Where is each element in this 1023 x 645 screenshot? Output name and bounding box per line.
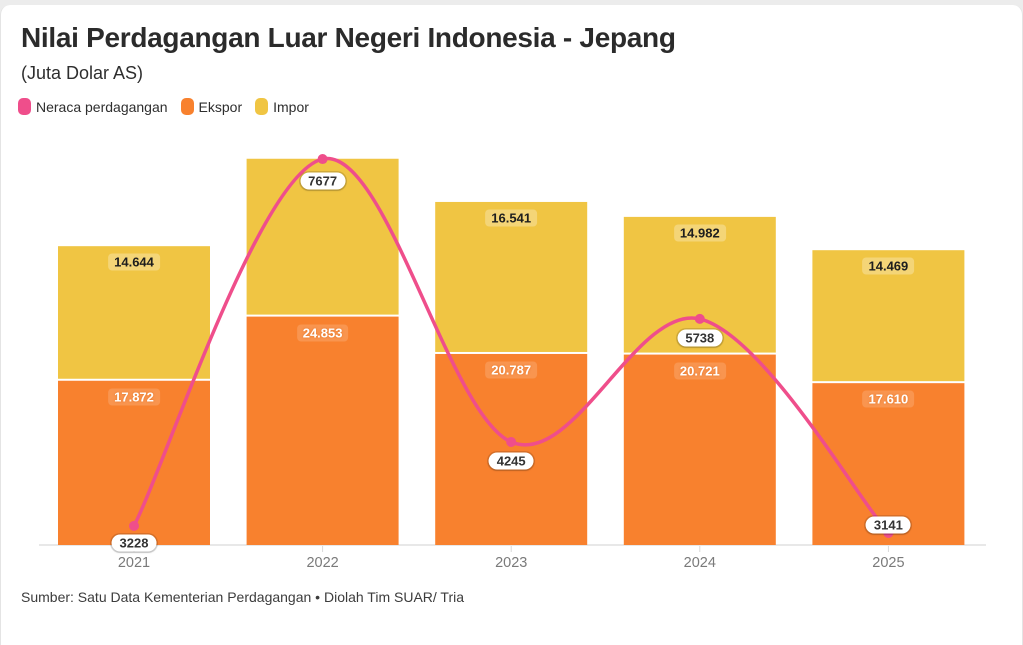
x-label-2023: 2023	[495, 555, 527, 571]
neraca-point-2022	[317, 154, 328, 165]
legend-item-ekspor: Ekspor	[180, 98, 243, 115]
bar-impor-2024	[623, 216, 776, 353]
bar-ekspor-2024	[623, 354, 776, 545]
neraca-point-2023	[506, 436, 517, 447]
bar-impor-2022	[246, 158, 399, 315]
bar-impor-2025	[812, 250, 965, 382]
x-label-2025: 2025	[872, 555, 904, 571]
legend-label-neraca: Neraca perdagangan	[36, 98, 168, 115]
neraca-point-2021	[129, 520, 139, 531]
chart-card: Nilai Perdagangan Luar Negeri Indonesia …	[0, 5, 1023, 645]
bar-impor-2021	[58, 246, 210, 379]
legend-label-ekspor: Ekspor	[198, 98, 243, 115]
neraca-point-2025	[883, 528, 894, 539]
legend-label-impor: Impor	[273, 98, 309, 115]
chart-plot-area: 2021 2022 2023 2024 2025 14.644 17.872 24.853 1…	[1, 5, 1023, 645]
bar-ekspor-2025	[812, 383, 965, 545]
legend-item-impor: Impor	[255, 98, 309, 115]
x-label-2024: 2024	[684, 555, 716, 571]
bar-ekspor-2023	[435, 353, 588, 545]
page-subtitle: (Juta Dolar AS)	[21, 63, 144, 83]
neraca-point-2024	[694, 313, 705, 324]
x-label-2022: 2022	[306, 555, 338, 571]
legend-swatch-impor	[255, 98, 269, 115]
bar-impor-2023	[435, 201, 588, 352]
legend-swatch-ekspor	[180, 98, 194, 115]
x-label-2021: 2021	[118, 555, 150, 571]
neraca-line	[132, 157, 891, 535]
legend-item-neraca: Neraca perdagangan	[18, 98, 168, 115]
legend-swatch-neraca	[18, 98, 31, 115]
chart-legend: Neraca perdagangan Ekspor Impor	[18, 98, 309, 115]
source-line: Sumber: Satu Data Kementerian Perdaganga…	[21, 589, 465, 605]
bar-ekspor-2021	[58, 380, 210, 545]
page-title: Nilai Perdagangan Luar Negeri Indonesia …	[21, 22, 676, 53]
bar-ekspor-2022	[246, 316, 399, 545]
trade-chart-svg: 2021 2022 2023 2024 2025	[39, 154, 986, 571]
